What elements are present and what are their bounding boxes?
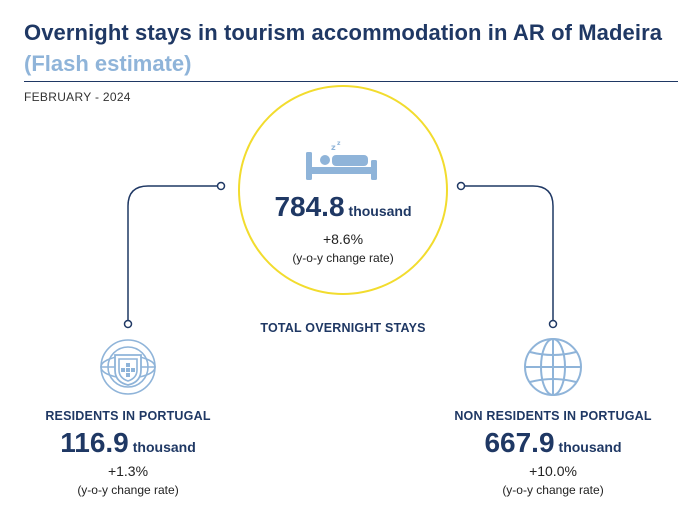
total-value-block: 784.8 thousand [243,191,443,223]
non-residents-caption: NON RESIDENTS IN PORTUGAL [454,409,652,423]
total-value: 784.8 [274,191,345,222]
bed-sleep-icon: z z [306,140,377,180]
residents-value-block: 116.9 thousand [18,427,238,459]
left-connector-dot-top [216,181,226,191]
residents-change-note: (y-o-y change rate) [77,483,179,497]
right-connector-dot-top [456,181,466,191]
reference-period: FEBRUARY - 2024 [24,90,131,104]
right-connector-dot-bottom [548,319,558,329]
non-residents-unit: thousand [558,439,622,455]
non-residents-change: +10.0% [529,463,577,479]
globe-icon [524,338,582,396]
non-residents-value: 667.9 [484,427,555,458]
left-connector-line [127,185,219,322]
total-change: +8.6% [322,231,364,247]
total-circle [238,85,448,295]
svg-text:z: z [337,140,341,147]
total-caption: TOTAL OVERNIGHT STAYS [260,321,426,335]
title-divider [24,81,678,82]
page-subtitle: (Flash estimate) [24,51,192,76]
residents-change: +1.3% [107,463,149,479]
residents-caption: RESIDENTS IN PORTUGAL [45,409,211,423]
svg-text:z: z [331,143,336,152]
left-connector-dot-bottom [123,319,133,329]
portugal-coat-of-arms-icon [100,339,156,395]
total-change-note: (y-o-y change rate) [292,251,394,265]
right-connector-line [463,185,554,322]
residents-unit: thousand [132,439,196,455]
non-residents-change-note: (y-o-y change rate) [502,483,604,497]
residents-value: 116.9 [60,427,129,458]
total-unit: thousand [348,203,412,219]
page-title: Overnight stays in tourism accommodation… [24,20,663,45]
non-residents-value-block: 667.9 thousand [443,427,663,459]
